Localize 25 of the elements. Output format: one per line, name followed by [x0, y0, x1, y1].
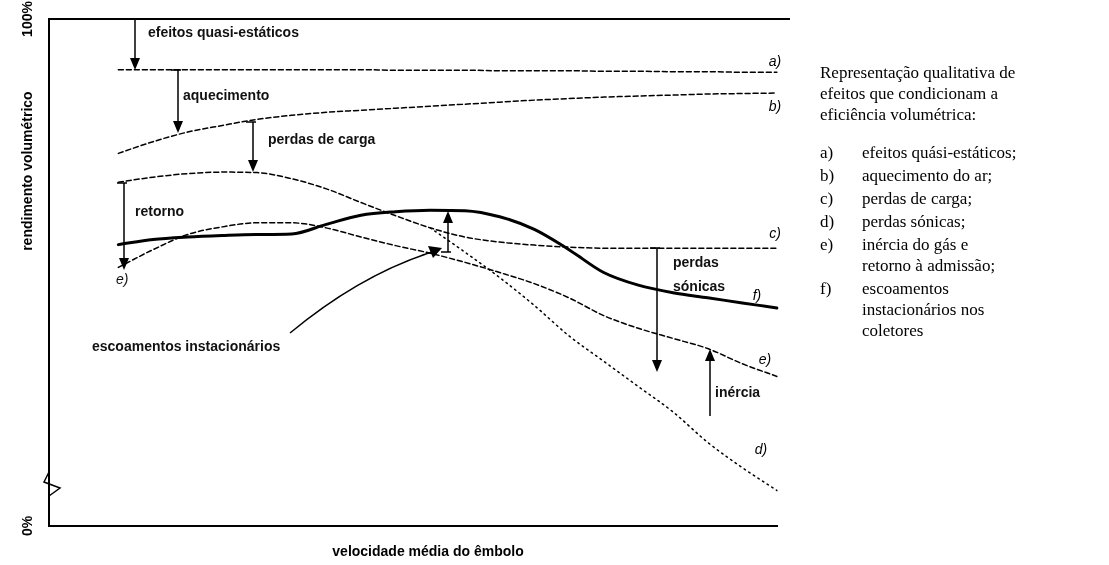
annotation: efeitos quasi-estáticos	[148, 24, 299, 40]
series-label: d)	[754, 441, 768, 458]
y-axis-title: rendimento volumétrico	[18, 91, 35, 251]
series-label: a)	[768, 53, 782, 70]
text: c) perdas de carga;	[820, 189, 973, 208]
annotation: retorno	[135, 203, 184, 219]
annotation: aquecimento	[183, 87, 270, 103]
text: e) inércia do gás e retorno à admissão;	[820, 235, 996, 275]
text: b) aquecimento do ar;	[820, 166, 993, 185]
series-label: f)	[752, 286, 762, 303]
series-label: b)	[768, 97, 782, 114]
series-label: c)	[769, 225, 781, 242]
annotation: e)	[116, 271, 129, 287]
annotation: perdas de carga	[268, 131, 376, 147]
text: Representação qualitativa de efeitos que condicionam a eficiência volumétrica:	[820, 62, 1017, 125]
y-tick-label: 0%	[18, 515, 35, 537]
text: a) efeitos quási-estáticos;	[820, 143, 1017, 162]
text: f) escoamentos instacionários nos coletores	[820, 279, 985, 340]
y-tick-label: 100%	[18, 0, 35, 37]
series-label: e)	[758, 351, 772, 368]
annotation: perdas sónicas	[673, 253, 727, 296]
annotation: escoamentos instacionários	[92, 338, 281, 354]
annotation: inércia	[715, 384, 761, 400]
text: d) perdas sónicas;	[820, 212, 966, 231]
x-axis-title: velocidade média do êmbolo	[332, 542, 524, 559]
